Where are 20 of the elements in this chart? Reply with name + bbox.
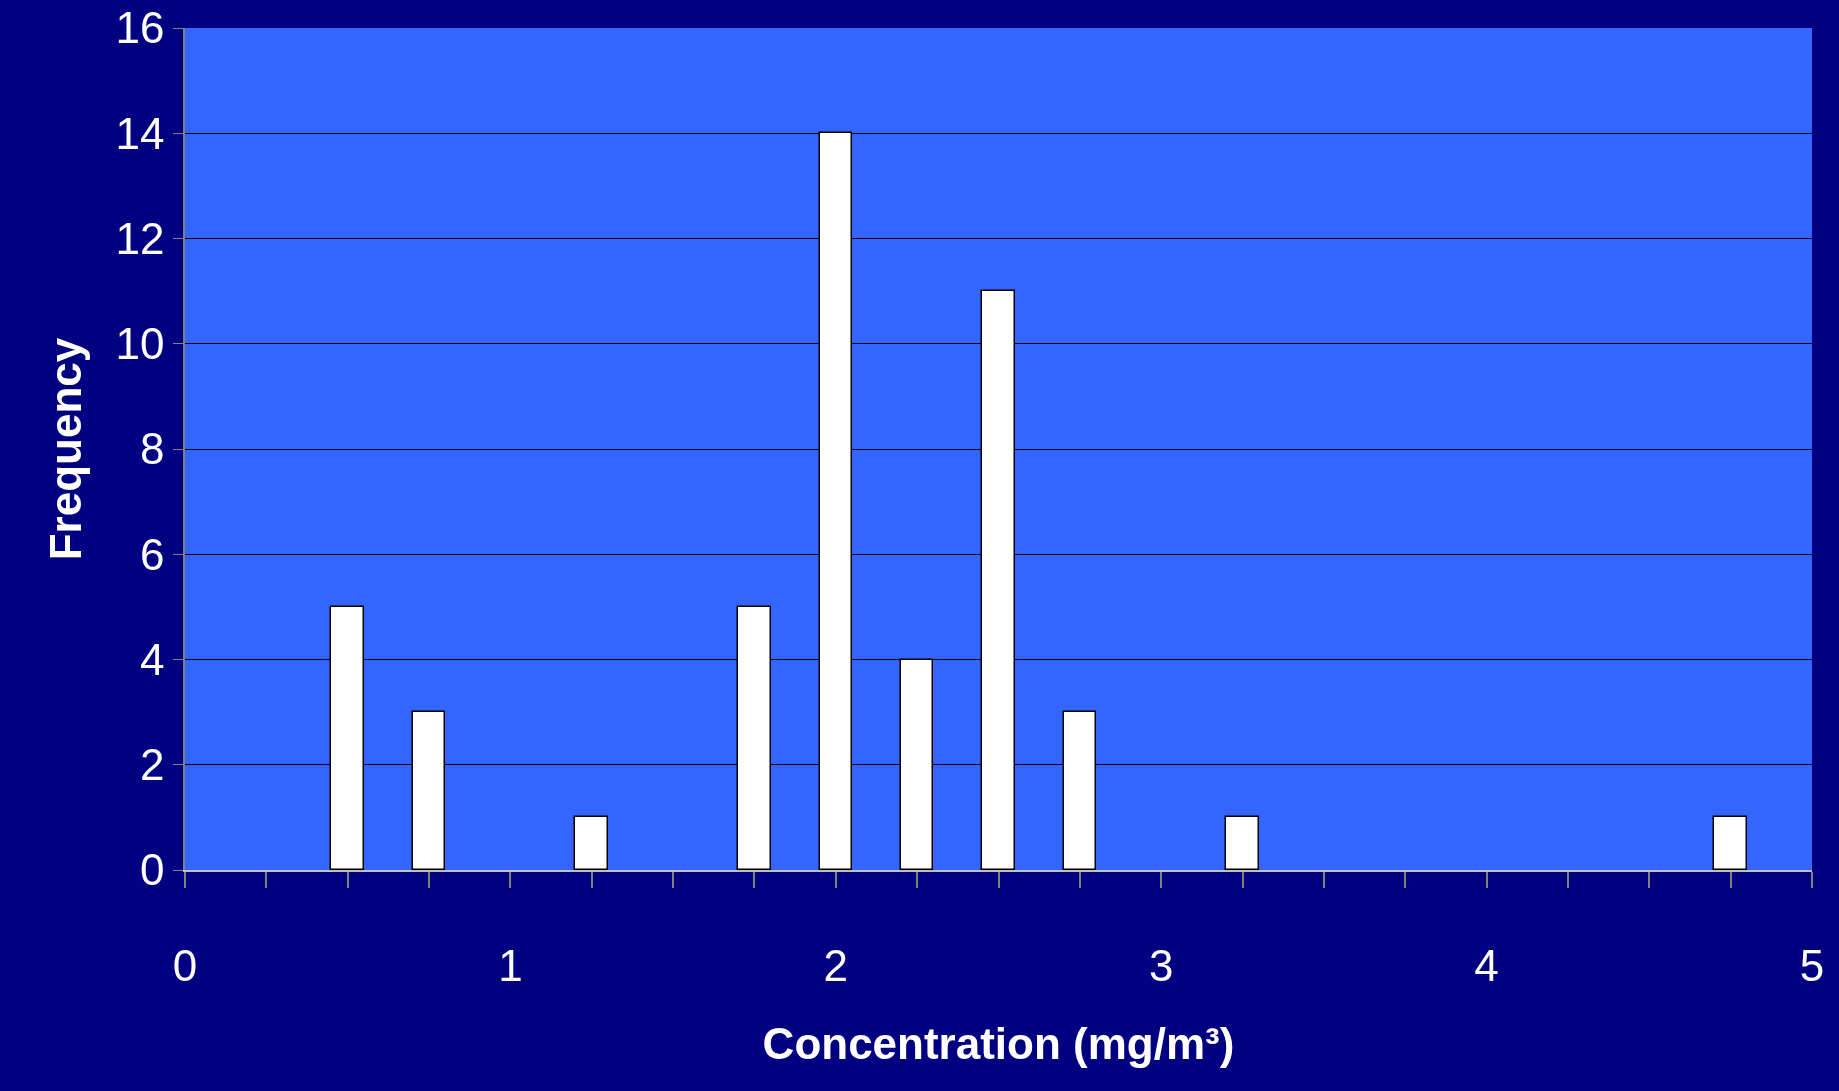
- x-tick-label: 2: [823, 940, 849, 990]
- bar: [573, 815, 608, 870]
- x-tick-label: 0: [172, 940, 198, 990]
- y-tick-label: 0: [139, 845, 165, 895]
- y-tick-label: 10: [115, 319, 165, 369]
- x-tick-label: 5: [1799, 940, 1825, 990]
- x-tick-label: 4: [1474, 940, 1499, 990]
- y-tick-label: 2: [139, 740, 165, 790]
- y-tick-label: 14: [115, 108, 165, 158]
- x-tick-label: 1: [498, 940, 523, 990]
- bar: [1712, 815, 1747, 870]
- y-tick-label: 4: [139, 634, 165, 684]
- x-tick-label: 3: [1148, 940, 1174, 990]
- y-tick-label: 6: [139, 529, 165, 579]
- y-tick-label: 12: [115, 213, 165, 263]
- bar: [1224, 815, 1259, 870]
- x-axis-title: Concentration (mg/m³): [762, 1019, 1235, 1069]
- y-tick-label: 8: [139, 424, 165, 474]
- y-axis-title: Frequency: [41, 337, 91, 561]
- y-tick-label: 16: [115, 3, 165, 53]
